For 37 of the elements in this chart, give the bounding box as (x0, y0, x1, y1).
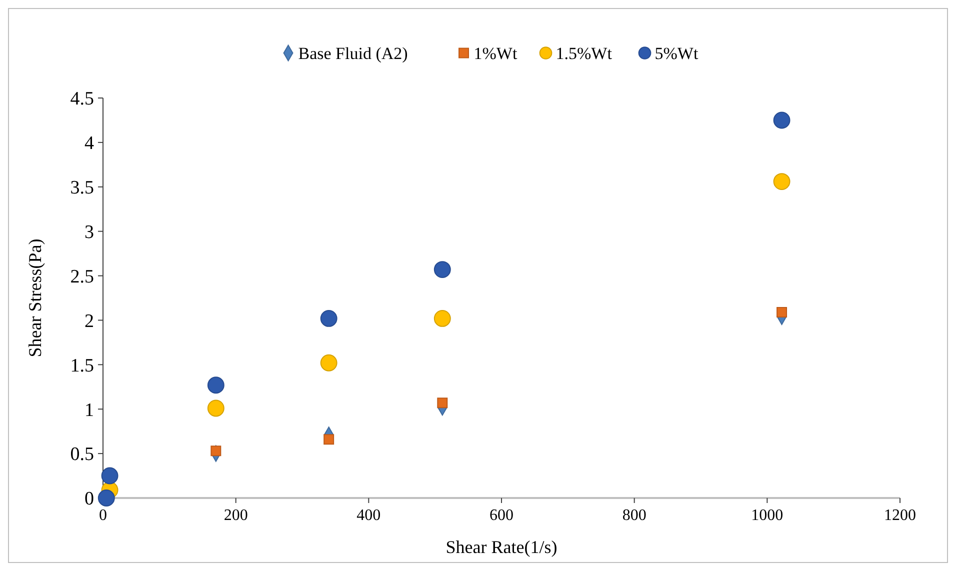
point (776, 306, 788, 318)
y-tick-label: 3 (84, 222, 94, 243)
x-tick-label: 1200 (884, 507, 916, 524)
legend-label: 1%Wt (474, 44, 518, 63)
point (773, 112, 790, 129)
point (320, 354, 338, 372)
point (210, 446, 222, 456)
y-tick-label: 4 (84, 133, 94, 154)
y-tick-label: 2 (84, 310, 94, 332)
point (434, 310, 451, 327)
y-tick-label: 0 (84, 488, 94, 510)
x-tick-label: 600 (490, 507, 514, 524)
y-tick-label: 3.5 (70, 178, 94, 199)
point (773, 173, 790, 190)
y-tick-label: 0.5 (70, 444, 94, 466)
point (101, 467, 118, 484)
y-tick-label: 2.5 (70, 266, 94, 288)
x-axis-title: Shear Rate(1/s) (446, 537, 558, 557)
point (320, 310, 338, 327)
y-tick-label: 1 (84, 400, 94, 421)
y-tick-label: 4.5 (70, 88, 94, 110)
x-tick-label: 0 (99, 507, 107, 524)
point (207, 376, 224, 394)
y-axis-title: Shear Stress(Pa) (25, 238, 45, 358)
point (98, 490, 115, 506)
x-tick-label: 200 (224, 507, 248, 524)
point (207, 400, 224, 417)
point (324, 434, 334, 445)
point (434, 261, 451, 278)
point (437, 398, 448, 408)
legend-label: 5%Wt (654, 44, 698, 63)
x-tick-label: 1000 (751, 507, 784, 524)
legend-label: Base Fluid (A2) (298, 44, 408, 63)
legend-label: 1.5%Wt (556, 44, 612, 63)
x-tick-label: 400 (356, 507, 381, 524)
x-tick-label: 800 (622, 507, 646, 524)
y-tick-label: 1.5 (70, 355, 94, 376)
